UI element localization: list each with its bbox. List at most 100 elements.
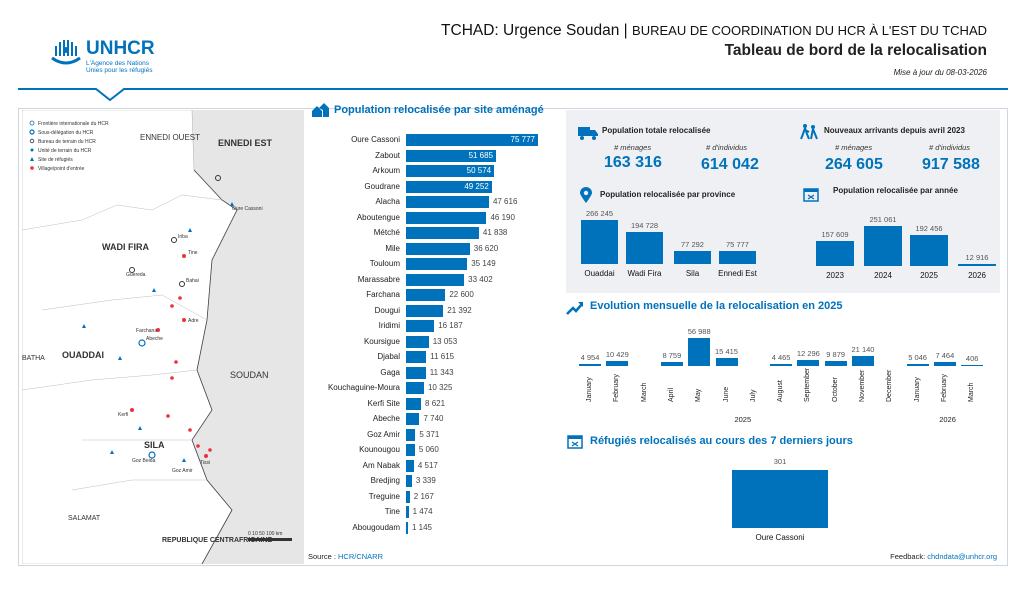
new-individus-label: # d'individus xyxy=(929,143,971,152)
month-bar xyxy=(824,361,847,366)
week-category: Oure Cassoni xyxy=(755,533,805,542)
site-bar xyxy=(406,258,468,270)
bar-category: 2023 xyxy=(826,271,844,280)
site-bar xyxy=(406,227,479,239)
walking-people-icon xyxy=(800,124,818,140)
bar-category: Ennedi Est xyxy=(718,269,757,278)
bar-category: Sila xyxy=(685,269,700,278)
year-bar-chart: 157 609 2023 251 061 2024 192 456 2025 12 916 2… xyxy=(812,204,1002,284)
calendar-icon xyxy=(803,188,819,202)
logo-text: UNHCR xyxy=(86,38,155,59)
site-value: 5 060 xyxy=(418,445,439,454)
month-bar xyxy=(797,359,820,366)
site-label: Gaga xyxy=(380,367,400,377)
site-label: Goudrane xyxy=(364,181,400,191)
site-value: 35 149 xyxy=(471,259,496,268)
place-label: Tine xyxy=(188,250,198,256)
site-value: 75 777 xyxy=(510,135,535,144)
month-label: January xyxy=(913,377,921,402)
week-bar xyxy=(732,470,828,528)
total-individus-label: # d'individus xyxy=(706,143,748,152)
site-bar xyxy=(406,304,444,317)
trend-up-icon xyxy=(566,302,583,315)
site-value: 1 145 xyxy=(411,522,433,532)
map-scale: 0 10 50 100 km xyxy=(248,531,292,541)
site-label: Am Nabak xyxy=(362,460,400,470)
month-label: May xyxy=(695,388,703,402)
month-label: March xyxy=(968,382,976,402)
bar-value: 192 456 xyxy=(915,224,943,234)
year-group-label: 2026 xyxy=(939,415,956,424)
legend-item: Unité de terrain du HCR xyxy=(38,148,92,154)
year-chart-title: Population relocalisée par année xyxy=(833,186,958,195)
month-label: August xyxy=(777,380,785,402)
month-label: January xyxy=(586,377,593,402)
place-label: Bahai xyxy=(186,278,199,284)
logo-subtitle-2: Unies pour les réfugiés xyxy=(86,67,153,74)
legend-item: Site de réfugiés xyxy=(38,157,73,163)
region-label: SALAMAT xyxy=(68,515,101,522)
month-value: 4 954 xyxy=(580,352,600,362)
site-bar-chart: Oure Cassoni 75 777 Zabout 51 685 Arkoum 50 5… xyxy=(304,134,554,534)
bar xyxy=(910,235,948,266)
footer-source: Source : HCR/CNARR xyxy=(308,552,383,561)
bar-value: 75 777 xyxy=(726,240,749,250)
region-label: OUADDAI xyxy=(62,350,104,360)
month-bar xyxy=(579,363,601,366)
site-label: Oure Cassoni xyxy=(351,135,400,144)
site-bar xyxy=(406,273,465,286)
region-label: ENNEDI EST xyxy=(218,138,273,148)
place-label: Goz Beida xyxy=(132,458,156,464)
site-label: Kerfi Site xyxy=(367,398,400,408)
update-date: Mise à jour du 08-03-2026 xyxy=(893,68,987,77)
bar-category: Wadi Fira xyxy=(627,269,662,278)
site-bar xyxy=(406,506,409,518)
feedback-email-link[interactable]: chdndata@unhcr.org xyxy=(927,552,997,561)
month-value: 8 759 xyxy=(662,350,682,360)
month-value: 10 429 xyxy=(605,349,629,359)
site-label: Farchana xyxy=(366,290,400,299)
region-label: REPUBLIQUE CENTRAFRICAINE xyxy=(162,537,272,544)
site-value: 11 343 xyxy=(429,367,454,377)
site-value: 22 600 xyxy=(449,290,474,299)
site-bar xyxy=(406,165,495,177)
month-value: 9 879 xyxy=(826,350,846,360)
bar xyxy=(581,220,618,264)
site-bar xyxy=(406,289,446,301)
month-value: 4 465 xyxy=(771,352,791,362)
month-value: 5 046 xyxy=(908,352,927,362)
site-bar xyxy=(406,366,426,379)
feedback-label: Feedback: xyxy=(890,552,928,561)
month-bar xyxy=(688,338,711,366)
truck-icon xyxy=(578,127,598,140)
dashboard-frame xyxy=(18,108,1008,566)
title-suffix: BUREAU DE COORDINATION DU HCR À L'EST DU… xyxy=(632,23,987,38)
bar-category: 2026 xyxy=(968,271,986,280)
source-label: Source : xyxy=(308,552,339,561)
month-label: October xyxy=(831,377,839,402)
logo-subtitle-1: L'Agence des Nations xyxy=(86,60,150,67)
source-link[interactable]: HCR/CNARR xyxy=(338,552,384,561)
month-label: April xyxy=(667,387,675,402)
region-label: BATHA xyxy=(22,355,45,362)
monthly-chart-title: Evolution mensuelle de la relocalisation… xyxy=(590,300,843,312)
site-value: 33 402 xyxy=(468,274,493,284)
site-bar xyxy=(406,320,435,332)
site-label: Djabal xyxy=(377,352,400,361)
site-chart-title: Population relocalisée par site aménagé xyxy=(334,104,544,116)
week-chart-title: Réfugiés relocalisés au cours des 7 dern… xyxy=(590,435,853,447)
place-label: Abeche xyxy=(146,336,163,342)
site-label: Tine xyxy=(384,507,400,516)
site-bar xyxy=(406,475,412,487)
site-value: 8 621 xyxy=(425,398,446,408)
site-value: 4 517 xyxy=(417,460,438,470)
site-label: Iridimi xyxy=(378,321,400,330)
bar-category: 2025 xyxy=(920,271,938,280)
site-value: 36 620 xyxy=(473,243,499,253)
region-label: SILA xyxy=(144,440,165,450)
week-value: 301 xyxy=(773,457,787,466)
month-bar xyxy=(933,362,956,366)
new-individus-value: 917 588 xyxy=(922,156,980,173)
month-value: 15 415 xyxy=(715,347,738,357)
month-bar xyxy=(852,355,874,366)
